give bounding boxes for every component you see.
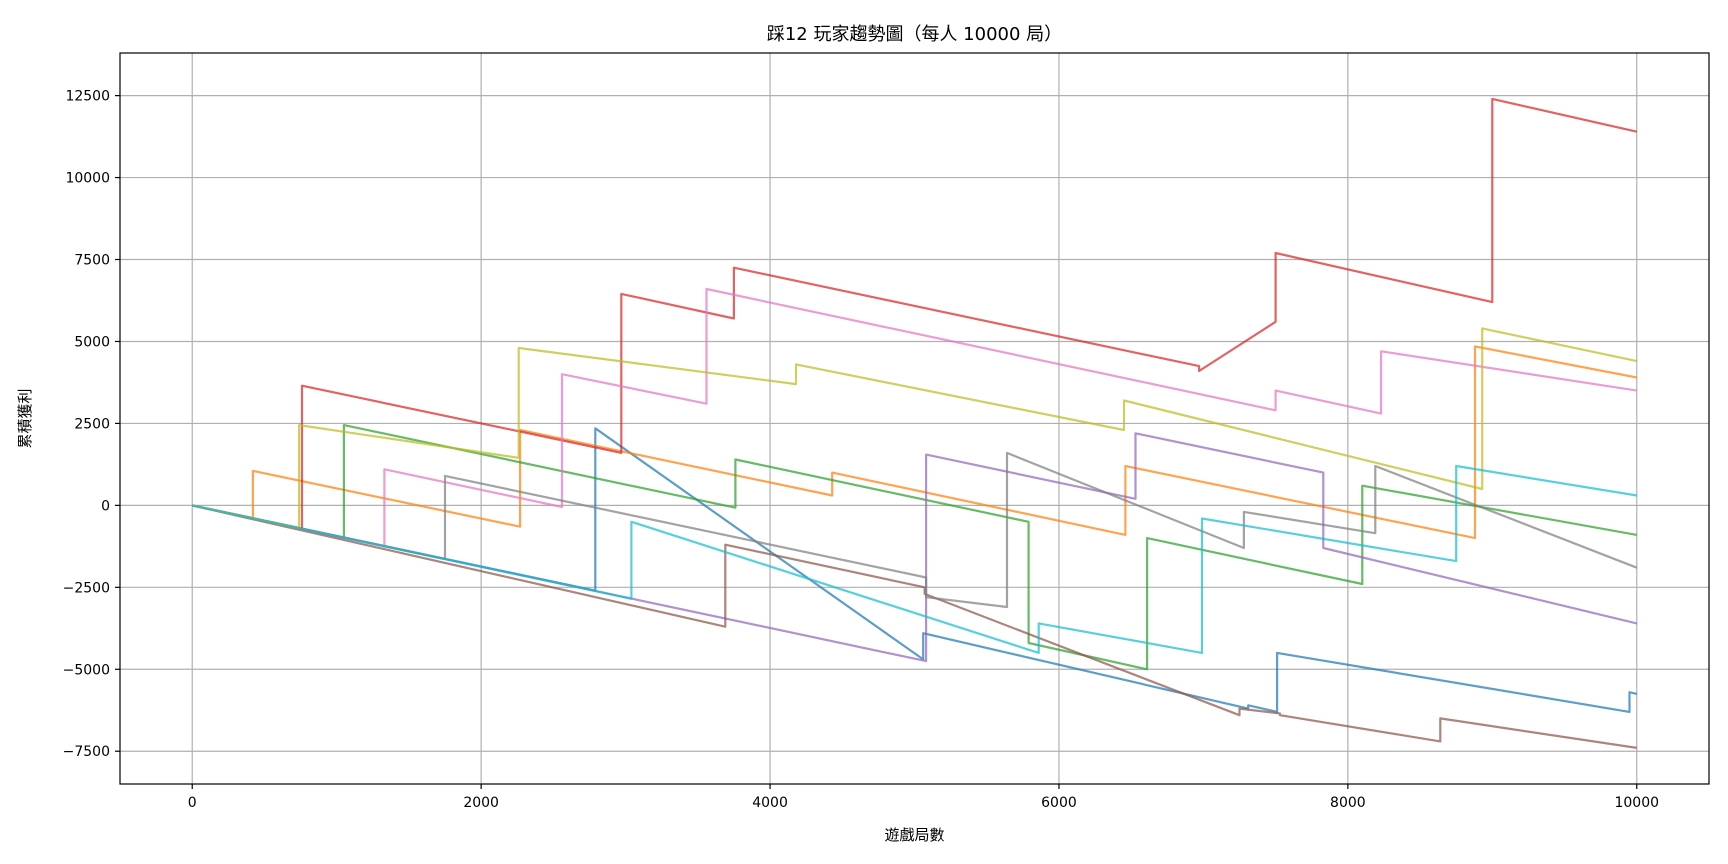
grid — [120, 53, 1709, 784]
x-tick-label: 10000 — [1614, 795, 1659, 811]
series-line-4 — [191, 97, 1638, 530]
y-tick-label: −7500 — [63, 744, 110, 760]
series-lines — [191, 97, 1638, 749]
x-tick-label: 8000 — [1330, 795, 1366, 811]
y-tick-label: 7500 — [74, 253, 110, 269]
y-tick-label: −2500 — [63, 580, 110, 596]
series-line-1 — [191, 427, 1638, 713]
series-line-5 — [191, 432, 1638, 663]
x-tick-label: 4000 — [752, 795, 788, 811]
series-line-9 — [191, 327, 1638, 530]
y-tick-label: 10000 — [65, 171, 110, 187]
axis-ticks: 0 2000 4000 6000 8000 10000 −7500 −5000 −2500 0 25… — [63, 89, 1659, 811]
series-line-7 — [191, 287, 1637, 548]
series-line-8 — [191, 451, 1638, 609]
y-axis-title: 累積獲利 — [16, 388, 34, 448]
y-tick-label: 12500 — [65, 89, 110, 105]
x-axis-title: 遊戲局數 — [884, 826, 944, 844]
series-line-10 — [191, 464, 1637, 654]
series-line-6 — [191, 504, 1637, 749]
x-tick-label: 6000 — [1041, 795, 1077, 811]
chart-title: 踩12 玩家趨勢圖（每人 10000 局） — [767, 24, 1062, 45]
x-tick-label: 2000 — [463, 795, 499, 811]
y-tick-label: 5000 — [74, 334, 110, 350]
series-line-3 — [191, 424, 1637, 671]
plot-frame — [119, 52, 1710, 785]
x-tick-label: 0 — [188, 795, 197, 811]
y-tick-label: 2500 — [74, 416, 110, 432]
y-tick-label: −5000 — [63, 662, 110, 678]
y-tick-label: 0 — [101, 498, 110, 514]
